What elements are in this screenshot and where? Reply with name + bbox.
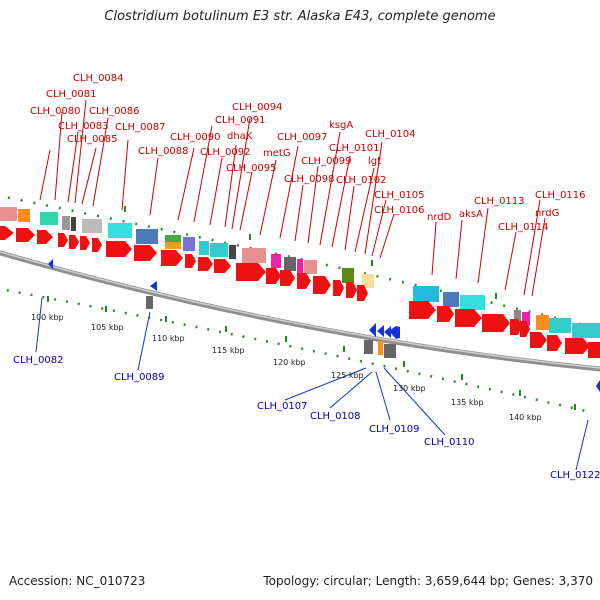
gene-label-clh-0105: CLH_0105 — [374, 190, 425, 201]
gene-label-clh-0094: CLH_0094 — [232, 102, 283, 113]
gene-label-clh-0113: CLH_0113 — [474, 196, 525, 207]
gene-label-clh-0110: CLH_0110 — [424, 437, 475, 448]
forward-lane-ticks — [124, 206, 497, 299]
genome-summary-text: Topology: circular; Length: 3,659,644 bp… — [263, 574, 593, 588]
gene-label-clh-0122: CLH_0122 — [550, 470, 600, 481]
map-title: Clostridium botulinum E3 str. Alaska E43… — [104, 9, 496, 24]
gene-label-clh-0104: CLH_0104 — [365, 129, 416, 140]
gene-label-clh-0088: CLH_0088 — [138, 146, 189, 157]
gene-label-clh-0101: CLH_0101 — [329, 143, 380, 154]
reverse-gene-arrows — [48, 259, 600, 392]
gene-label-clh-0114: CLH_0114 — [498, 222, 549, 233]
forward-feature-blocks — [0, 207, 600, 338]
gene-label-clh-0091: CLH_0091 — [215, 115, 266, 126]
scale-label-140-kbp: 140 kbp — [509, 413, 542, 422]
gene-label-clh-0099: CLH_0099 — [301, 156, 352, 167]
scale-label-135-kbp: 135 kbp — [451, 398, 484, 407]
gene-label-clh-0102: CLH_0102 — [336, 175, 387, 186]
gene-label-clh-0109: CLH_0109 — [369, 424, 420, 435]
gene-label-clh-0092: CLH_0092 — [200, 147, 251, 158]
gene-label-dhak: dhaK — [227, 131, 253, 142]
scale-ring — [0, 287, 591, 414]
gene-label-ksga: ksgA — [329, 120, 353, 131]
gene-label-metg: metG — [263, 148, 291, 159]
scale-label-130-kbp: 130 kbp — [393, 384, 426, 393]
reverse-feature-blocks — [146, 296, 396, 358]
gene-label-clh-0080: CLH_0080 — [30, 106, 81, 117]
gene-label-clh-0098: CLH_0098 — [284, 174, 335, 185]
reverse-leader-lines — [35, 297, 589, 471]
gene-label-clh-0097: CLH_0097 — [277, 132, 328, 143]
gene-label-nrdg: nrdG — [535, 208, 559, 219]
scale-label-100-kbp: 100 kbp — [31, 313, 64, 322]
scale-ticks — [47, 296, 576, 410]
gene-label-clh-0085: CLH_0085 — [67, 134, 118, 145]
gene-label-clh-0081: CLH_0081 — [46, 89, 97, 100]
gene-label-nrdd: nrdD — [427, 212, 452, 223]
gene-label-clh-0116: CLH_0116 — [535, 190, 586, 201]
accession-text: Accession: NC_010723 — [9, 574, 146, 588]
gene-label-lgt: lgt — [368, 156, 381, 167]
gene-label-clh-0089: CLH_0089 — [114, 372, 165, 383]
genome-backbone — [0, 250, 600, 372]
gene-label-clh-0106: CLH_0106 — [374, 205, 425, 216]
gene-label-clh-0086: CLH_0086 — [89, 106, 140, 117]
gene-label-clh-0108: CLH_0108 — [310, 411, 361, 422]
gene-label-clh-0082: CLH_0082 — [13, 355, 64, 366]
gene-label-clh-0087: CLH_0087 — [115, 122, 166, 133]
scale-label-105-kbp: 105 kbp — [91, 323, 124, 332]
outer-guide — [0, 194, 600, 331]
gene-label-clh-0084: CLH_0084 — [73, 73, 124, 84]
gene-label-clh-0095: CLH_0095 — [226, 163, 277, 174]
scale-label-110-kbp: 110 kbp — [152, 334, 185, 343]
gene-label-clh-0090: CLH_0090 — [170, 132, 221, 143]
forward-gene-arrows — [0, 226, 600, 358]
gene-label-clh-0083: CLH_0083 — [58, 121, 109, 132]
forward-leader-lines — [39, 99, 546, 297]
gene-label-clh-0107: CLH_0107 — [257, 401, 308, 412]
gene-label-aksa: aksA — [459, 209, 483, 220]
scale-label-120-kbp: 120 kbp — [273, 358, 306, 367]
scale-label-125-kbp: 125 kbp — [331, 371, 364, 380]
scale-label-115-kbp: 115 kbp — [212, 346, 245, 355]
